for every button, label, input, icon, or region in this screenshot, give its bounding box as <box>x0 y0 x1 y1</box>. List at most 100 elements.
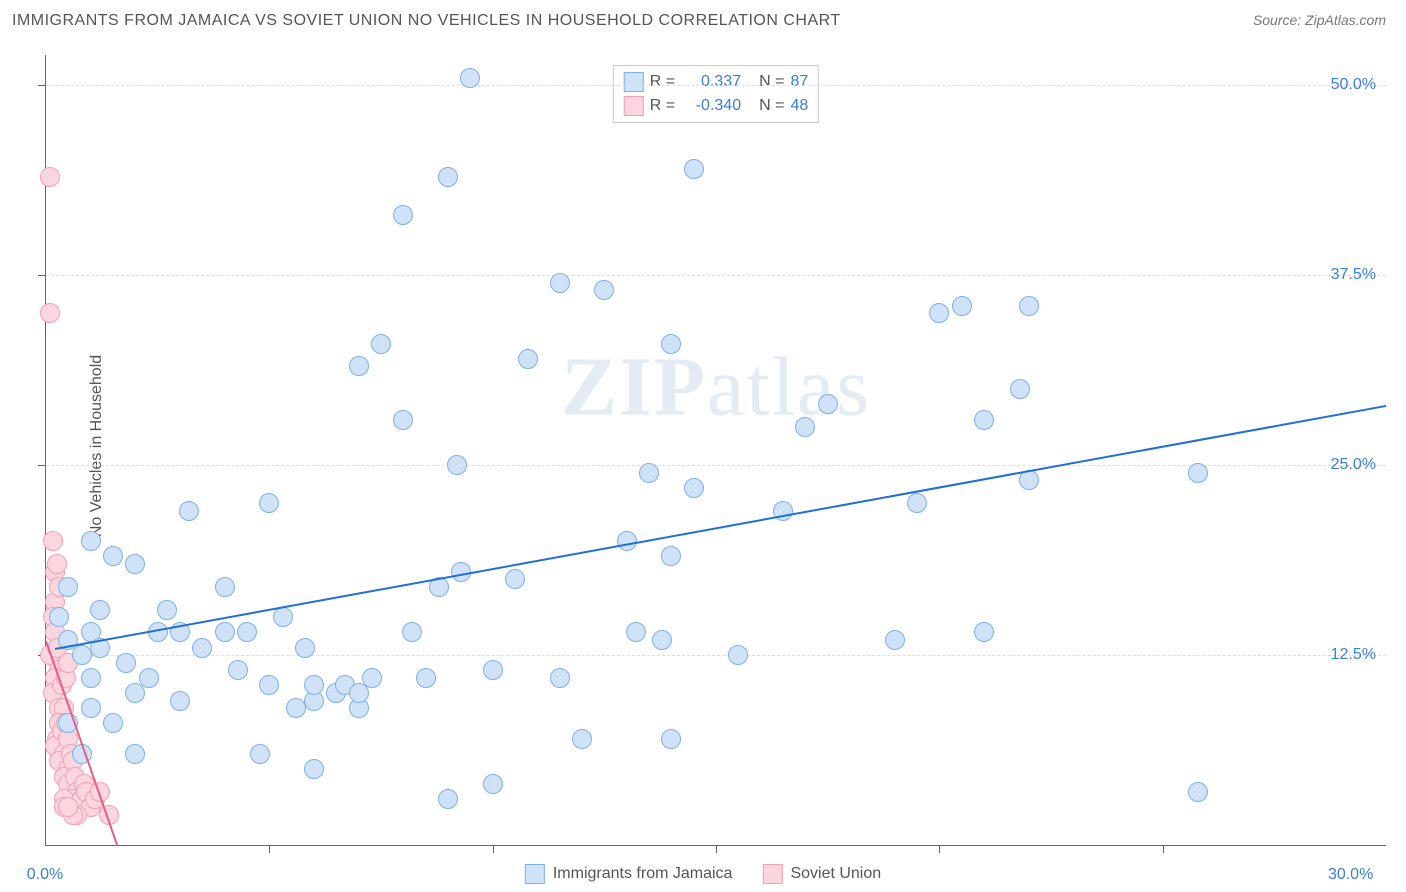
scatter-point-jamaica <box>402 622 422 642</box>
scatter-point-jamaica <box>103 713 123 733</box>
gridline <box>46 465 1386 466</box>
scatter-point-jamaica <box>416 668 436 688</box>
scatter-point-jamaica <box>103 546 123 566</box>
scatter-point-jamaica <box>652 630 672 650</box>
scatter-point-jamaica <box>929 303 949 323</box>
scatter-point-jamaica <box>90 600 110 620</box>
scatter-point-jamaica <box>304 675 324 695</box>
scatter-point-jamaica <box>550 273 570 293</box>
gridline <box>46 85 1386 86</box>
scatter-point-jamaica <box>974 410 994 430</box>
scatter-point-jamaica <box>125 744 145 764</box>
legend-row: R =-0.340N =48 <box>624 94 808 118</box>
x-tick <box>939 845 940 853</box>
x-tick-label: 0.0% <box>27 866 63 884</box>
scatter-point-jamaica <box>295 638 315 658</box>
scatter-point-jamaica <box>393 410 413 430</box>
legend-n-label: N = <box>759 97 784 115</box>
scatter-point-jamaica <box>215 622 235 642</box>
scatter-point-jamaica <box>952 296 972 316</box>
scatter-point-jamaica <box>393 205 413 225</box>
y-tick-label: 25.0% <box>1331 456 1376 474</box>
watermark: ZIPatlas <box>561 338 871 435</box>
legend-label: Immigrants from Jamaica <box>553 865 733 883</box>
scatter-point-jamaica <box>438 167 458 187</box>
x-tick <box>269 845 270 853</box>
scatter-point-jamaica <box>349 683 369 703</box>
scatter-point-jamaica <box>157 600 177 620</box>
scatter-point-jamaica <box>795 417 815 437</box>
scatter-point-jamaica <box>907 493 927 513</box>
scatter-point-jamaica <box>81 668 101 688</box>
x-tick <box>493 845 494 853</box>
scatter-point-jamaica <box>286 698 306 718</box>
legend-swatch <box>624 96 644 116</box>
y-tick-label: 50.0% <box>1331 76 1376 94</box>
scatter-point-jamaica <box>116 653 136 673</box>
legend-n-value: 87 <box>790 73 808 91</box>
scatter-point-jamaica <box>58 577 78 597</box>
scatter-point-jamaica <box>1019 296 1039 316</box>
scatter-point-jamaica <box>192 638 212 658</box>
scatter-point-jamaica <box>215 577 235 597</box>
legend-r-value: -0.340 <box>681 97 741 115</box>
legend-row: R =0.337N =87 <box>624 70 808 94</box>
correlation-legend: R =0.337N =87R =-0.340N =48 <box>613 65 819 123</box>
series-legend: Immigrants from Jamaica Soviet Union <box>525 864 881 884</box>
legend-swatch <box>762 864 782 884</box>
scatter-point-jamaica <box>259 493 279 513</box>
scatter-point-jamaica <box>550 668 570 688</box>
scatter-point-jamaica <box>639 463 659 483</box>
legend-r-label: R = <box>650 73 675 91</box>
scatter-point-jamaica <box>626 622 646 642</box>
x-tick <box>716 845 717 853</box>
scatter-point-jamaica <box>974 622 994 642</box>
legend-item: Immigrants from Jamaica <box>525 864 733 884</box>
scatter-point-jamaica <box>728 645 748 665</box>
scatter-point-soviet <box>58 797 78 817</box>
scatter-point-jamaica <box>81 698 101 718</box>
scatter-point-jamaica <box>1188 782 1208 802</box>
legend-r-value: 0.337 <box>681 73 741 91</box>
watermark-rest: atlas <box>707 340 871 433</box>
gridline <box>46 275 1386 276</box>
watermark-bold: ZIP <box>561 340 707 433</box>
scatter-point-jamaica <box>371 334 391 354</box>
legend-item: Soviet Union <box>762 864 881 884</box>
chart-title: IMMIGRANTS FROM JAMAICA VS SOVIET UNION … <box>12 12 841 30</box>
scatter-point-jamaica <box>1010 379 1030 399</box>
scatter-point-jamaica <box>81 531 101 551</box>
gridline <box>46 655 1386 656</box>
scatter-point-jamaica <box>179 501 199 521</box>
scatter-point-jamaica <box>885 630 905 650</box>
scatter-point-jamaica <box>228 660 248 680</box>
legend-swatch <box>624 72 644 92</box>
scatter-point-jamaica <box>572 729 592 749</box>
x-tick-label: 30.0% <box>1328 866 1373 884</box>
scatter-point-jamaica <box>237 622 257 642</box>
scatter-point-soviet <box>43 531 63 551</box>
scatter-point-jamaica <box>483 774 503 794</box>
scatter-point-jamaica <box>304 759 324 779</box>
scatter-point-jamaica <box>250 744 270 764</box>
legend-swatch <box>525 864 545 884</box>
scatter-point-jamaica <box>139 668 159 688</box>
y-tick <box>38 275 46 276</box>
scatter-point-jamaica <box>505 569 525 589</box>
trendline-jamaica <box>55 404 1386 649</box>
scatter-point-jamaica <box>170 691 190 711</box>
x-tick <box>1163 845 1164 853</box>
scatter-point-jamaica <box>518 349 538 369</box>
scatter-point-jamaica <box>818 394 838 414</box>
scatter-point-jamaica <box>49 607 69 627</box>
scatter-point-jamaica <box>1188 463 1208 483</box>
scatter-point-jamaica <box>438 789 458 809</box>
scatter-point-jamaica <box>594 280 614 300</box>
scatter-point-jamaica <box>125 554 145 574</box>
source-label: Source: ZipAtlas.com <box>1253 12 1386 28</box>
scatter-point-jamaica <box>661 546 681 566</box>
scatter-point-soviet <box>40 167 60 187</box>
scatter-point-jamaica <box>661 729 681 749</box>
scatter-point-jamaica <box>259 675 279 695</box>
scatter-point-jamaica <box>483 660 503 680</box>
